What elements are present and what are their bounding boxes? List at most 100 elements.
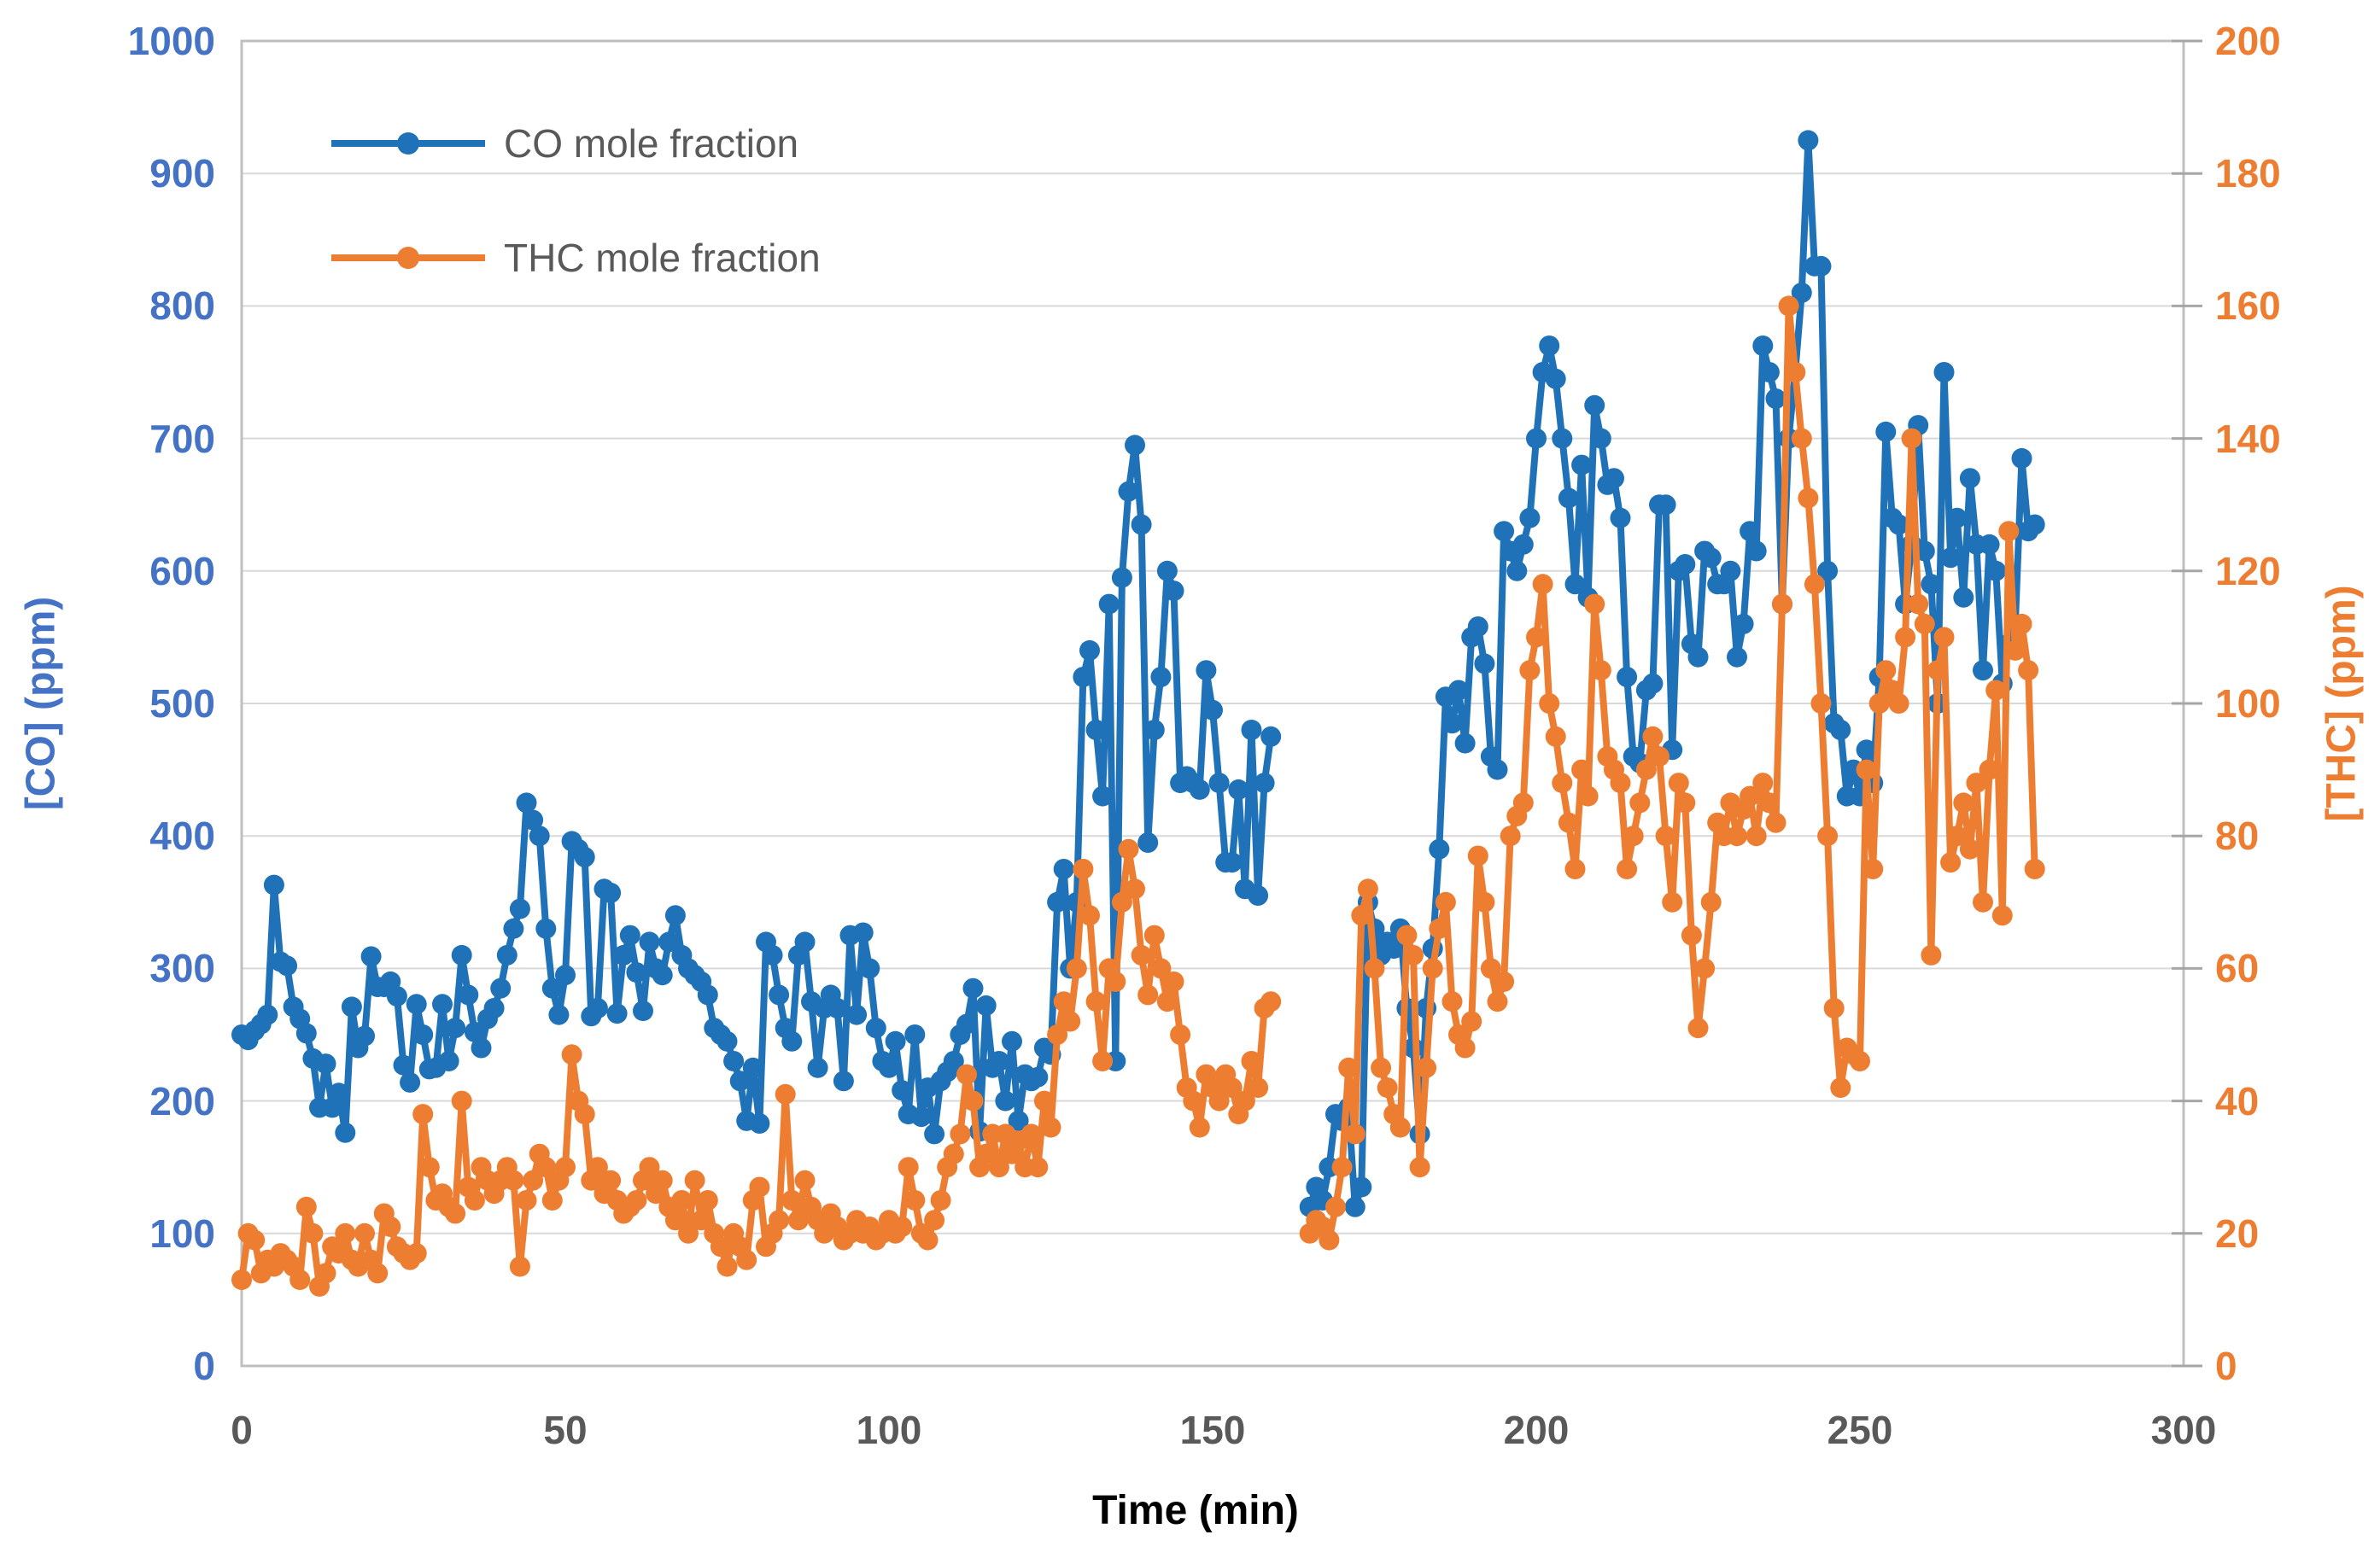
data-point-co [1959,468,1980,489]
data-point-thc [1416,1057,1437,1078]
data-point-thc [794,1170,816,1191]
data-point-thc [1487,991,1508,1012]
data-point-co [464,1021,485,1042]
data-point-thc [1105,971,1126,992]
data-point-co [2011,447,2032,469]
data-point-co [600,882,622,903]
data-point-thc [1966,773,1987,794]
data-point-co [975,995,997,1016]
data-point-thc [1377,1077,1398,1099]
data-point-thc [1073,859,1094,879]
data-point-thc [1998,521,2020,542]
data-point-thc [892,1217,913,1237]
data-point-thc [1170,1024,1191,1045]
data-point-co [1617,667,1638,687]
data-point-co [1098,593,1120,615]
data-point-co [263,874,284,896]
data-point-thc [626,1190,647,1211]
data-point-thc [898,1157,919,1178]
data-point-thc [1208,1090,1230,1112]
data-point-co [315,1053,336,1075]
data-point-thc [451,1090,472,1112]
data-point-co [1700,547,1722,569]
data-point-thc [1700,891,1722,913]
data-point-thc [1959,838,1980,860]
data-point-thc [1564,859,1586,879]
data-point-co [1351,1176,1372,1198]
data-point-co [956,1013,977,1035]
data-point-co [509,898,530,919]
data-point-thc [418,1157,440,1178]
data-point-co [2024,514,2045,535]
data-point-thc [1060,1011,1081,1032]
data-point-co [445,1018,466,1039]
data-point-thc [930,1190,951,1211]
data-point-thc [1519,660,1541,681]
data-point-co [1590,428,1611,449]
data-point-co [658,931,680,953]
co-series-swatch-icon [331,132,485,155]
data-point-co [619,925,640,946]
data-point-co [1474,653,1495,674]
data-point-thc [1888,693,1909,714]
data-point-co [354,1025,375,1047]
right-axis-tick-label: 120 [2215,548,2281,593]
data-point-thc [1727,826,1747,847]
data-point-thc [1371,1057,1392,1078]
data-point-co [483,998,505,1018]
data-point-co [1467,616,1488,637]
data-point-co [633,1001,653,1022]
data-point-co [1539,336,1560,356]
data-point-thc [1823,998,1845,1018]
data-point-co [664,905,686,926]
data-point-co [626,962,647,983]
data-point-co [406,994,427,1015]
data-point-thc [1183,1090,1204,1112]
data-point-thc [1629,792,1651,814]
data-point-thc [1778,295,1799,317]
data-point-co [1921,574,1942,595]
data-point-co [1344,1196,1365,1217]
data-point-co [1454,732,1476,754]
data-point-co [1817,560,1839,581]
data-point-thc [1552,773,1573,794]
data-point-co [995,1090,1016,1112]
data-point-co [1202,699,1223,721]
data-point-thc [1817,826,1839,847]
data-point-co [1933,362,1955,382]
x-axis-tick-label: 250 [1827,1408,1893,1452]
data-point-thc [1558,812,1579,833]
data-point-thc [1248,1077,1269,1099]
data-point-thc [587,1157,608,1178]
data-point-thc [1422,958,1443,979]
data-point-co [516,792,537,814]
data-point-thc [988,1157,1009,1178]
right-axis-tick-label: 80 [2215,814,2260,859]
data-point-co [846,1004,868,1025]
data-point-thc [2011,613,2032,634]
data-point-co [1564,574,1586,595]
data-point-thc [1351,905,1372,926]
data-point-thc [904,1190,926,1211]
data-point-co [1604,468,1624,489]
data-point-co [1720,560,1741,581]
data-point-co [1221,852,1243,873]
data-point-thc [716,1256,738,1277]
data-point-co [1487,759,1508,780]
data-point-co [723,1051,745,1071]
data-point-co [1545,368,1566,389]
data-point-co [1248,885,1269,906]
legend-label-thc: THC mole fraction [504,236,821,280]
data-point-thc [1338,1057,1360,1078]
data-point-thc [1687,1018,1709,1039]
data-point-thc [1331,1157,1353,1178]
x-axis-title: Time (min) [1092,1488,1299,1533]
data-point-thc [1532,574,1553,595]
right-axis-tick-label: 60 [2215,946,2260,991]
data-point-thc [1973,891,1993,913]
data-point-thc [1539,693,1560,714]
data-point-thc [1668,773,1689,794]
data-point-thc [1804,574,1825,595]
data-point-thc [354,1222,375,1244]
data-point-co [393,1054,414,1076]
